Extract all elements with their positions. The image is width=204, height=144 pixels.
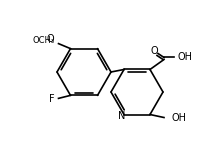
Text: OCH₃: OCH₃	[32, 36, 54, 45]
Text: F: F	[49, 94, 54, 104]
Text: N: N	[118, 110, 126, 121]
Text: OH: OH	[171, 112, 186, 123]
Text: O: O	[150, 47, 158, 56]
Text: O: O	[47, 34, 54, 44]
Text: OH: OH	[178, 52, 193, 62]
